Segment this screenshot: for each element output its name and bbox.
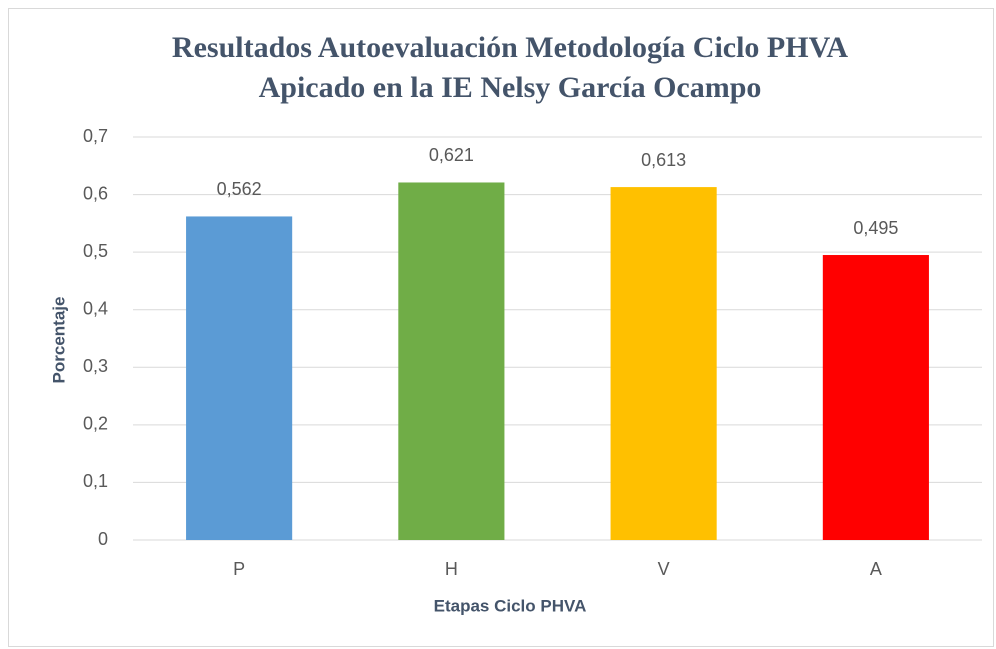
data-label: 0,613 bbox=[641, 150, 686, 170]
bar bbox=[186, 216, 293, 540]
bar bbox=[610, 187, 717, 540]
x-tick-label: V bbox=[658, 559, 670, 579]
chart-title: Resultados Autoevaluación Metodología Ci… bbox=[172, 31, 848, 64]
x-axis-title: Etapas Ciclo PHVA bbox=[434, 596, 587, 615]
x-tick-label: P bbox=[233, 559, 245, 579]
y-tick-label: 0,1 bbox=[83, 471, 108, 491]
data-label: 0,621 bbox=[429, 145, 474, 165]
y-tick-label: 0,5 bbox=[83, 241, 108, 261]
y-tick-label: 0 bbox=[98, 529, 108, 549]
y-tick-label: 0,2 bbox=[83, 414, 108, 434]
y-axis-title: Porcentaje bbox=[49, 297, 68, 384]
data-label: 0,495 bbox=[853, 218, 898, 238]
y-tick-label: 0,6 bbox=[83, 183, 108, 203]
y-tick-label: 0,3 bbox=[83, 356, 108, 376]
y-tick-label: 0,4 bbox=[83, 298, 108, 318]
x-tick-label: H bbox=[445, 559, 458, 579]
bar bbox=[822, 255, 929, 540]
chart-title: Apicado en la IE Nelsy García Ocampo bbox=[259, 71, 762, 104]
bar bbox=[398, 182, 505, 540]
y-tick-label: 0,7 bbox=[83, 126, 108, 146]
data-label: 0,562 bbox=[217, 179, 262, 199]
x-tick-label: A bbox=[870, 559, 882, 579]
